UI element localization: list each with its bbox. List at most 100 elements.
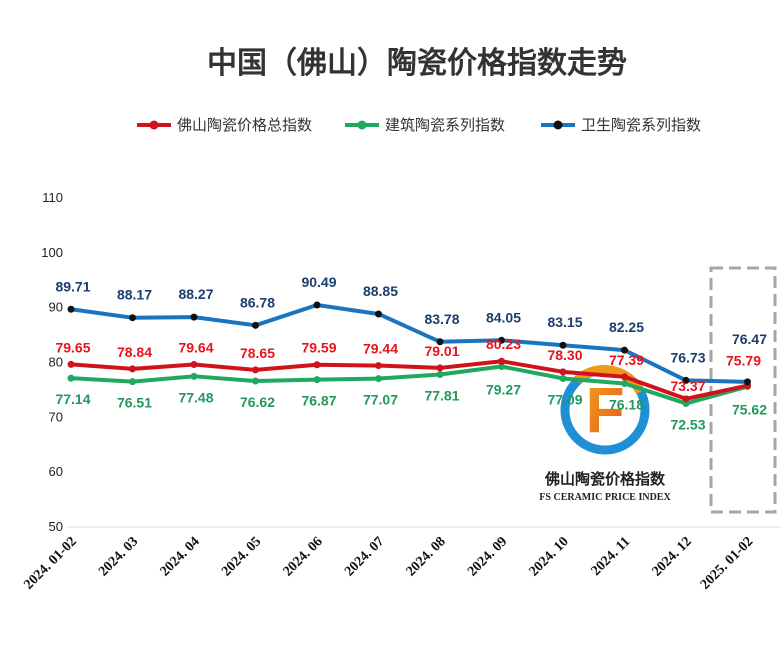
logo-letter: F	[585, 374, 624, 446]
y-tick-label: 80	[49, 355, 63, 370]
data-label: 89.71	[55, 278, 90, 294]
data-point	[67, 305, 75, 313]
data-point	[129, 314, 136, 322]
data-label: 72.53	[670, 416, 705, 432]
x-tick-label: 2024. 08	[404, 534, 449, 579]
data-labels: 79.65 78.84 79.64 78.65 79.59 79.44 79.01 80.23…	[55, 274, 767, 432]
data-label: 78.84	[117, 344, 152, 360]
legend-marker	[553, 120, 563, 130]
data-label: 84.05	[486, 309, 521, 325]
data-point	[313, 301, 321, 309]
data-point	[621, 379, 628, 387]
data-label: 79.27	[486, 382, 521, 398]
data-point	[252, 377, 259, 385]
data-label: 76.62	[240, 394, 275, 410]
y-axis: 50 60 70 80 90 100 110	[41, 190, 63, 534]
data-point	[559, 341, 567, 349]
data-label: 78.30	[547, 347, 582, 363]
watermark: F 佛山陶瓷价格指数 FS CERAMIC PRICE INDEX	[539, 364, 671, 503]
series-line	[70, 359, 748, 401]
data-label: 82.25	[609, 319, 644, 335]
data-point	[498, 363, 505, 371]
legend-label: 卫生陶瓷系列指数	[581, 116, 701, 134]
data-point	[375, 362, 382, 370]
data-label: 88.27	[178, 286, 213, 302]
legend: 佛山陶瓷价格总指数 建筑陶瓷系列指数 卫生陶瓷系列指数	[137, 116, 701, 134]
data-point	[621, 373, 628, 381]
data-label: 76.47	[732, 331, 767, 347]
data-label: 79.59	[301, 340, 336, 356]
data-point	[682, 395, 690, 403]
y-tick-label: 70	[49, 409, 63, 424]
data-point	[190, 313, 198, 321]
x-tick-label: 2024. 07	[342, 534, 387, 579]
data-label: 80.23	[486, 336, 521, 352]
data-point	[67, 360, 75, 368]
data-point	[375, 310, 382, 318]
data-label: 79.01	[424, 343, 459, 359]
x-tick-label: 2025. 01-02	[698, 534, 756, 592]
data-point	[559, 368, 567, 376]
legend-label: 佛山陶瓷价格总指数	[177, 116, 312, 134]
data-point	[682, 376, 690, 384]
data-point	[498, 357, 505, 365]
watermark-name-en: FS CERAMIC PRICE INDEX	[539, 492, 671, 503]
data-label: 77.07	[363, 392, 398, 408]
data-point	[252, 321, 259, 329]
data-label: 73.37	[670, 378, 705, 394]
data-label: 76.18	[609, 396, 644, 412]
x-tick-label: 2024. 06	[281, 534, 326, 579]
data-point	[313, 361, 321, 369]
data-point	[375, 375, 382, 383]
data-label: 83.78	[424, 311, 459, 327]
data-point	[498, 336, 505, 344]
data-label: 76.73	[670, 349, 705, 365]
x-tick-label: 2024. 12	[650, 534, 695, 579]
legend-marker	[357, 120, 367, 130]
x-tick-label: 2024. 01-02	[21, 534, 79, 592]
series-lines	[67, 301, 751, 407]
watermark-name-cn: 佛山陶瓷价格指数	[544, 470, 666, 488]
data-label: 90.49	[301, 274, 336, 290]
data-point	[559, 374, 567, 382]
x-axis: 2024. 01-02 2024. 03 2024. 04 2024. 05 2024.…	[21, 534, 756, 592]
y-tick-label: 90	[49, 300, 63, 315]
data-point	[436, 338, 444, 346]
data-point	[129, 365, 136, 373]
data-label: 79.44	[363, 341, 398, 357]
highlight-dashed-box	[709, 266, 777, 514]
data-label: 77.39	[609, 352, 644, 368]
data-label: 76.87	[301, 393, 336, 409]
legend-marker	[149, 120, 159, 130]
data-label: 75.79	[726, 353, 761, 369]
data-label: 78.65	[240, 345, 275, 361]
chart-title: 中国（佛山）陶瓷价格指数走势	[207, 46, 627, 81]
y-tick-label: 50	[49, 519, 63, 534]
y-tick-label: 100	[41, 245, 63, 260]
data-label: 76.51	[117, 395, 152, 411]
x-tick-label: 2024. 05	[219, 534, 264, 579]
x-tick-label: 2024. 11	[589, 534, 634, 579]
data-label: 79.64	[178, 339, 213, 355]
data-point	[67, 374, 75, 382]
data-label: 77.81	[424, 388, 459, 404]
data-label: 75.62	[732, 402, 767, 418]
data-label: 79.65	[55, 339, 90, 355]
legend-label: 建筑陶瓷系列指数	[385, 116, 505, 134]
data-point	[621, 346, 628, 354]
data-label: 77.48	[178, 389, 213, 405]
y-tick-label: 110	[42, 190, 63, 205]
data-point	[190, 360, 198, 368]
data-point	[436, 371, 444, 379]
data-point	[129, 378, 136, 386]
y-tick-label: 60	[49, 464, 63, 479]
series-line	[70, 364, 749, 406]
data-point	[744, 378, 751, 386]
data-label: 88.85	[363, 283, 398, 299]
data-label: 88.17	[117, 287, 152, 303]
series-line	[70, 302, 748, 384]
x-tick-label: 2024. 10	[527, 534, 572, 579]
data-point	[252, 366, 259, 374]
data-point	[436, 364, 444, 372]
